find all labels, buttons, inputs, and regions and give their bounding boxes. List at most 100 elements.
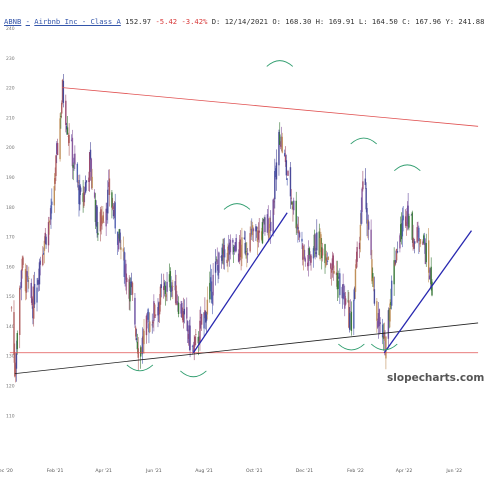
candle-body	[15, 353, 18, 369]
candle-body	[258, 230, 260, 233]
arc-top-feb22	[350, 137, 377, 145]
candle-body	[47, 221, 50, 246]
candle-body	[414, 241, 416, 244]
candle-body	[250, 228, 252, 231]
candle-body	[295, 200, 297, 229]
candle-body	[128, 279, 130, 299]
candle-body	[220, 255, 223, 258]
candle-body	[94, 199, 97, 222]
candle-body	[372, 276, 375, 288]
candle-body	[96, 206, 98, 234]
candle-body	[319, 237, 321, 260]
candle-body	[332, 255, 334, 269]
candle-body	[260, 231, 263, 240]
trendline-long-support	[14, 322, 479, 374]
ticker-link[interactable]: ABNB	[4, 17, 22, 26]
candle-body	[255, 226, 257, 232]
candle-body	[310, 255, 312, 263]
candle-body	[172, 286, 174, 287]
candle-body	[238, 241, 241, 262]
candle-body	[68, 134, 70, 144]
candle-body	[114, 202, 116, 229]
candle-body	[90, 158, 93, 181]
bar-high: H: 169.91	[315, 17, 355, 26]
candle-body	[73, 157, 75, 164]
candle-body	[278, 131, 280, 166]
candle-body	[76, 163, 79, 183]
candle-body	[297, 230, 300, 234]
x-tick-label: Feb '22	[347, 468, 364, 474]
candle-body	[400, 224, 402, 236]
trendline-uptrend-2022	[383, 230, 473, 354]
candle-body	[358, 242, 361, 250]
watermark: slopecharts.com	[387, 372, 485, 384]
candle-body	[330, 268, 333, 273]
candle-body	[95, 205, 97, 226]
candle-body	[413, 243, 415, 249]
candle-body	[407, 205, 409, 224]
candle-body	[222, 249, 224, 254]
candle-body	[240, 247, 242, 258]
candle-body	[404, 216, 407, 226]
company-name[interactable]: Airbnb Inc - Class A	[34, 17, 121, 26]
candle-body	[325, 257, 328, 261]
x-tick-label: Dec '21	[296, 468, 314, 474]
candle-body	[20, 270, 23, 288]
bar-date: D: 12/14/2021	[211, 17, 268, 26]
arc-top-nov21	[266, 60, 294, 67]
candle-body	[291, 201, 293, 205]
candle-body	[166, 281, 168, 292]
candle-body	[56, 142, 59, 155]
candle-body	[209, 277, 212, 284]
candle-body	[22, 257, 24, 265]
candle-body	[401, 218, 404, 237]
candle-body	[385, 336, 387, 359]
cursor-y-readout: Y: 241.88	[445, 17, 485, 26]
candle-body	[19, 286, 22, 288]
candle-body	[61, 79, 64, 103]
candle-body	[396, 251, 399, 253]
candle-body	[88, 177, 90, 183]
candle-body	[125, 263, 127, 280]
candle-body	[388, 309, 390, 321]
candle-body	[33, 286, 35, 319]
candle-body	[157, 306, 159, 316]
candle-body	[163, 282, 166, 287]
candle-body	[74, 153, 76, 165]
candle-body	[130, 281, 132, 285]
candle-body	[394, 261, 396, 266]
candle-body	[371, 259, 373, 282]
candle-body	[338, 276, 340, 279]
candle-body	[45, 236, 47, 245]
candle-body	[200, 313, 203, 325]
candle-body	[183, 308, 186, 315]
candle-body	[72, 164, 74, 168]
candle-body	[399, 235, 401, 249]
candle-body	[348, 300, 350, 328]
candle-body	[326, 260, 329, 262]
x-tick-label: Oct '21	[246, 468, 263, 474]
candle-body	[356, 247, 358, 262]
price-change-pct: -3.42%	[181, 17, 208, 26]
candle-body	[78, 185, 80, 205]
candle-body	[290, 197, 292, 199]
candle-body	[61, 102, 63, 114]
candle-body	[170, 288, 172, 292]
arc-bottom-mar22	[370, 343, 398, 351]
candle-body	[339, 273, 341, 296]
candle-body	[226, 259, 228, 263]
candle-body	[107, 182, 110, 188]
candle-body	[272, 199, 274, 234]
candle-body	[373, 289, 376, 304]
candle-body	[221, 247, 223, 261]
trendline-uptrend-2021	[192, 212, 288, 354]
candle-body	[193, 344, 195, 354]
candle-body	[48, 220, 51, 223]
candle-body	[101, 217, 103, 223]
candle-body	[149, 321, 151, 332]
candle-body	[177, 301, 179, 306]
candle-body	[79, 186, 81, 205]
candle-body	[246, 252, 248, 255]
x-tick-label: Jun '22	[445, 468, 462, 474]
candle-body	[177, 302, 180, 315]
